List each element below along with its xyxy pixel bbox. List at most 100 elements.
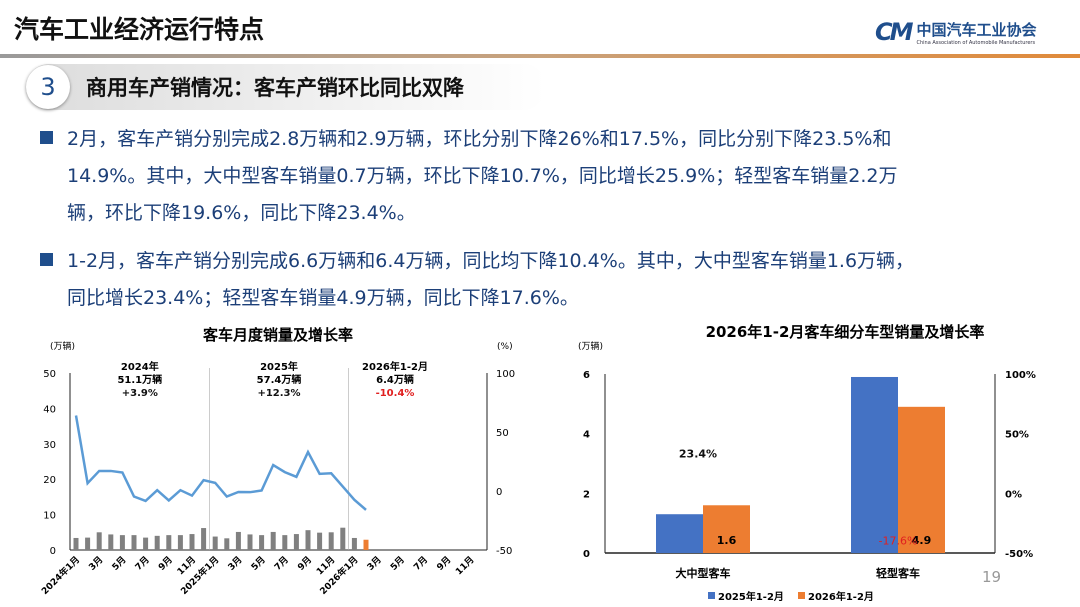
annotation-sales: 57.4万辆 (257, 373, 302, 386)
x-tick-label: 7月 (412, 554, 431, 573)
annotation-year: 2025年 (260, 360, 298, 373)
bar (131, 535, 137, 550)
x-tick-label: 5月 (110, 554, 129, 573)
x-tick-label: 5月 (249, 554, 268, 573)
para-line: 1-2月，客车产销分别完成6.6万辆和6.4万辆，同比均下降10.4%。其中，大… (67, 250, 915, 272)
growth-label: -17.6% (879, 534, 918, 547)
bullet-icon (40, 131, 53, 144)
y2-tick-label: 100% (1005, 370, 1036, 381)
y2-axis-unit: (%) (497, 342, 513, 352)
bar (247, 534, 253, 550)
section-heading: 3 商用车产销情况：客车产销环比同比双降 (26, 64, 546, 110)
growth-label: 23.4% (679, 447, 717, 460)
bar (96, 532, 102, 550)
bar (851, 376, 898, 553)
y2-tick-label: 50% (1005, 430, 1029, 441)
bar (293, 534, 299, 550)
annotation-year: 2024年 (121, 360, 159, 373)
bar (351, 537, 357, 550)
header-divider (0, 54, 1080, 58)
y-tick-label: 30 (43, 440, 56, 451)
annotation-year: 2026年1-2月 (362, 360, 428, 373)
para-line: 14.9%。其中，大中型客车销量0.7万辆，环比下降10.7%，同比增长25.9… (67, 165, 898, 187)
x-tick-label: 7月 (133, 554, 152, 573)
y-tick-label: 2 (583, 489, 590, 500)
annotation-growth: -10.4% (376, 388, 415, 399)
bar (340, 527, 346, 550)
y2-tick-label: 100 (496, 369, 515, 380)
bar (201, 528, 207, 550)
x-tick-label: 9月 (435, 554, 454, 573)
x-category-label: 轻型客车 (876, 566, 920, 580)
x-tick-label: 3月 (226, 554, 245, 573)
page-title: 汽车工业经济运行特点 (14, 15, 265, 44)
x-tick-label: 3月 (87, 554, 106, 573)
bar (259, 535, 265, 550)
bar (898, 406, 945, 553)
y2-tick-label: 0 (496, 487, 502, 498)
y-tick-label: 50 (43, 369, 56, 380)
bar (85, 537, 91, 550)
bar (119, 535, 125, 550)
bar (224, 538, 230, 550)
paragraph-2: 1-2月，客车产销分别完成6.6万辆和6.4万辆，同比均下降10.4%。其中，大… (40, 243, 1060, 317)
y2-tick-label: -50 (496, 546, 512, 557)
bar (189, 534, 195, 550)
chart-title: 2026年1-2月客车细分车型销量及增长率 (706, 323, 985, 341)
bar (328, 532, 334, 550)
annotation-growth: +3.9% (122, 388, 158, 399)
bar (108, 534, 114, 550)
bar (73, 537, 79, 550)
annotation-growth: +12.3% (257, 388, 300, 399)
annotation-sales: 6.4万辆 (376, 373, 414, 386)
bar (656, 514, 703, 553)
legend-swatch (708, 592, 715, 599)
para-line: 2月，客车产销分别完成2.8万辆和2.9万辆，环比分别下降26%和17.5%，同… (67, 128, 892, 150)
y-axis-unit: (万辆) (50, 340, 75, 352)
y2-tick-label: 50 (496, 428, 509, 439)
x-tick-label: 9月 (296, 554, 315, 573)
value-label: 4.9 (912, 534, 932, 547)
bar (212, 536, 218, 550)
legend-swatch (798, 592, 805, 599)
y-tick-label: 10 (43, 511, 56, 522)
logo-mark-icon: CM (875, 18, 913, 46)
bar (143, 537, 149, 550)
bar (282, 535, 288, 550)
y2-tick-label: 0% (1005, 489, 1022, 500)
y-tick-label: 4 (583, 430, 590, 441)
bullet-icon (40, 253, 53, 266)
legend-label: 2026年1-2月 (808, 590, 874, 603)
bar (177, 535, 183, 550)
y-axis-unit: (万辆) (578, 340, 603, 352)
logo-cn: 中国汽车工业协会 (916, 20, 1037, 39)
para-line: 同比增长23.4%；轻型客车销量4.9万辆，同比下降17.6%。 (67, 287, 579, 309)
bar (305, 530, 311, 550)
y-tick-label: 40 (43, 404, 56, 415)
page-number: 19 (982, 568, 1002, 586)
para-line: 辆，环比下降19.6%，同比下降23.4%。 (67, 202, 416, 224)
x-tick-label: 7月 (272, 554, 291, 573)
y-tick-label: 20 (43, 475, 56, 486)
bar (166, 535, 172, 550)
x-tick-label: 2024年1月 (39, 554, 82, 597)
x-tick-label: 11月 (454, 554, 477, 577)
x-tick-label: 5月 (388, 554, 407, 573)
y-tick-label: 6 (583, 370, 590, 381)
section-number: 3 (26, 65, 70, 109)
bar (154, 535, 160, 550)
y2-tick-label: -50% (1005, 549, 1033, 560)
y-tick-label: 0 (583, 549, 590, 560)
bar (363, 539, 369, 550)
bar (270, 531, 276, 550)
legend-label: 2025年1-2月 (718, 590, 784, 603)
bar (317, 532, 323, 550)
chart-title: 客车月度销量及增长率 (202, 326, 353, 344)
x-category-label: 大中型客车 (676, 566, 731, 580)
x-tick-label: 9月 (156, 554, 175, 573)
annotation-sales: 51.1万辆 (117, 373, 162, 386)
paragraph-1: 2月，客车产销分别完成2.8万辆和2.9万辆，环比分别下降26%和17.5%，同… (40, 121, 1060, 232)
bar (235, 531, 241, 550)
value-label: 1.6 (717, 534, 737, 547)
